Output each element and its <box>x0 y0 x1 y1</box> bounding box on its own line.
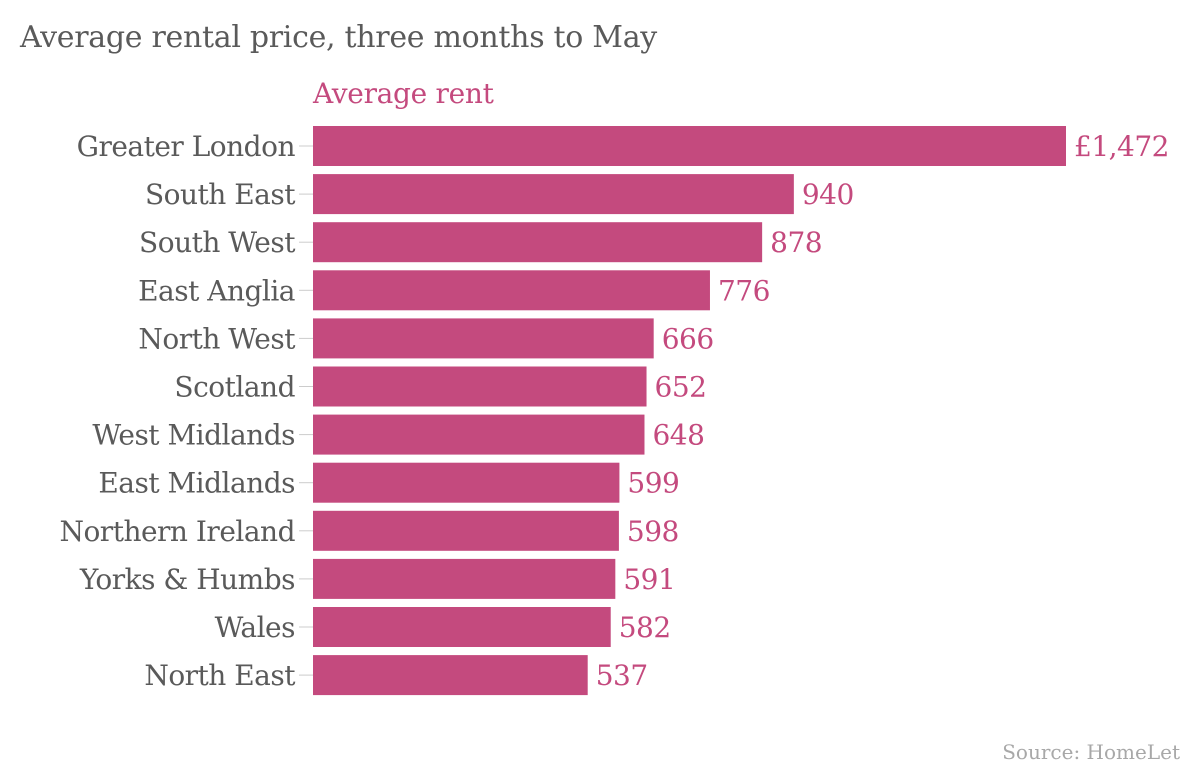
value-label: 537 <box>596 659 648 692</box>
value-label: 776 <box>718 274 770 307</box>
category-label: Wales <box>215 611 295 644</box>
category-label: South East <box>145 178 296 211</box>
bar-west-midlands <box>313 414 645 455</box>
value-label: 666 <box>662 322 714 355</box>
bar-south-west <box>313 222 763 263</box>
bar-yorks-humbs <box>313 558 616 599</box>
value-label: 598 <box>627 515 679 548</box>
bar-northern-ireland <box>313 510 619 551</box>
value-label: 878 <box>770 226 822 259</box>
category-label: Yorks & Humbs <box>79 563 295 596</box>
bar-greater-london <box>313 126 1066 166</box>
series-heading: Average rent <box>312 77 495 110</box>
bar-wales <box>313 607 611 647</box>
category-label: North West <box>138 322 296 355</box>
bar-east-anglia <box>313 270 710 311</box>
category-label: North East <box>144 659 296 692</box>
bar-north-west <box>313 318 654 359</box>
bar-scotland <box>313 366 647 407</box>
value-label: £1,472 <box>1074 130 1169 163</box>
category-label: East Anglia <box>138 274 295 307</box>
category-label: Greater London <box>77 130 296 163</box>
value-label: 652 <box>655 371 707 404</box>
source-note: Source: HomeLet <box>1002 740 1180 764</box>
chart-title: Average rental price, three months to Ma… <box>20 20 657 55</box>
category-label: West Midlands <box>92 419 295 452</box>
bar-south-east <box>313 174 794 215</box>
category-label: East Midlands <box>98 467 295 500</box>
value-label: 648 <box>652 419 704 452</box>
bars-layer: Greater London £1,472 South East 940 South W… <box>59 126 1169 696</box>
bar-north-east <box>313 655 588 696</box>
value-label: 582 <box>619 611 671 644</box>
category-label: Scotland <box>174 371 295 404</box>
value-label: 591 <box>623 563 675 596</box>
value-label: 599 <box>627 467 679 500</box>
category-label: South West <box>139 226 296 259</box>
category-label: Northern Ireland <box>59 515 295 548</box>
value-label: 940 <box>802 178 854 211</box>
bar-east-midlands <box>313 462 620 503</box>
